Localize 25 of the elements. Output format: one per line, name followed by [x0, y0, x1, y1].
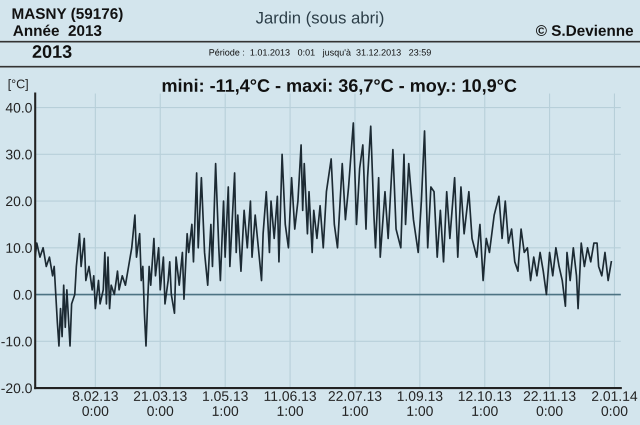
chart-subtitle: mini: -11,4°C - maxi: 36,7°C - moy.: 10,9°C [162, 78, 516, 96]
text: Année 2013 [13, 24, 102, 36]
x-tick-label: 21.03.13 0:00 [134, 391, 187, 416]
y-tick-label: 20.0 [6, 196, 32, 206]
y-tick-label: 40.0 [6, 102, 32, 113]
x-tick-label: 12.10.13 1:00 [458, 391, 512, 416]
x-tick-label: 22.11.13 0:00 [524, 391, 576, 416]
x-tick-label: 1.05.13 1:00 [203, 391, 248, 416]
y-tick-label: 10.0 [6, 243, 32, 253]
x-tick-label: 22.07.13 1:00 [328, 391, 382, 416]
y-tick-label: 30.0 [6, 150, 32, 160]
x-tick-label: 1.09.13 1:00 [398, 391, 442, 416]
x-tick-label: 2.01.14 0:00 [592, 391, 638, 416]
x-tick-label: 8.02.13 0:00 [72, 391, 118, 416]
y-axis-title: [°C] [8, 79, 28, 91]
line-series [35, 122, 612, 347]
text: MASNY (59176) [12, 8, 123, 22]
text: Période : 1.01.2013 0:01 jusqu'à 31.12.2013 23:59 [209, 48, 431, 58]
x-tick-label: 11.06.13 1:00 [264, 391, 316, 416]
chart-title: Jardin (sous abri) [256, 11, 384, 27]
y-tick-label: 0.0 [14, 290, 32, 300]
text: © S.Devienne [536, 24, 634, 36]
y-tick-label: -20.0 [1, 383, 32, 394]
y-tick-label: -10.0 [1, 336, 32, 346]
text: 2013 [32, 45, 72, 58]
